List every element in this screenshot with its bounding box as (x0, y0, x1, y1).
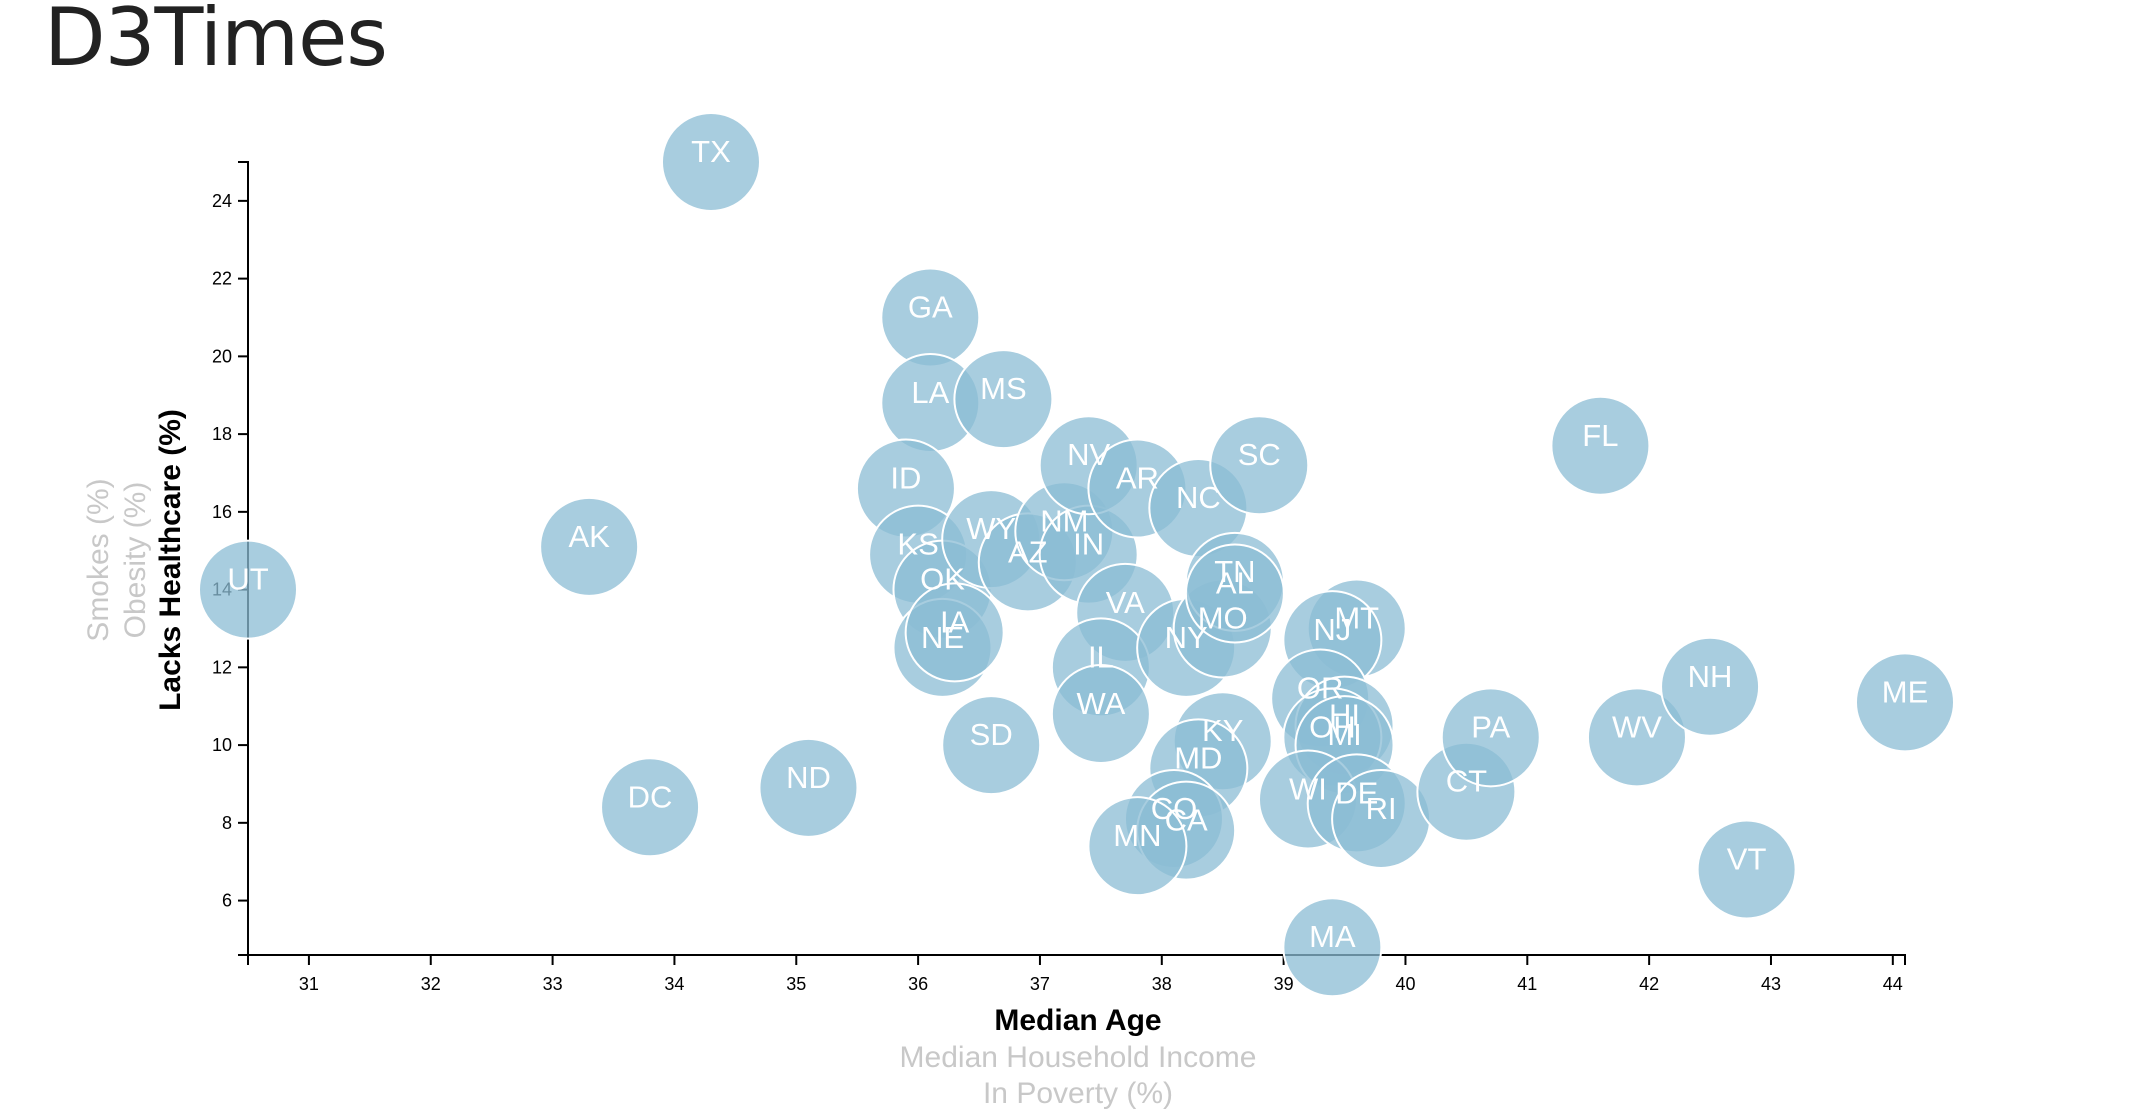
y-tick-label: 20 (212, 346, 232, 366)
y-tick-label: 22 (212, 269, 232, 289)
state-marker-ma[interactable] (1282, 897, 1383, 998)
x-axis-option-0[interactable]: Median Age (994, 1004, 1161, 1037)
state-marker-ri[interactable] (1331, 768, 1432, 869)
y-axis-option-1[interactable]: Obesity (%) (119, 482, 152, 639)
state-marker-ia[interactable] (904, 582, 1005, 683)
x-axis-line (247, 954, 1906, 965)
state-marker-mn[interactable] (1087, 796, 1188, 897)
x-tick-label: 31 (299, 974, 319, 994)
state-marker-sc[interactable] (1209, 415, 1310, 516)
x-tick-label: 42 (1639, 974, 1659, 994)
x-tick-label: 40 (1395, 974, 1415, 994)
state-marker-tx[interactable] (660, 112, 761, 212)
y-tick-label: 24 (212, 191, 232, 211)
state-marker-me[interactable] (1855, 652, 1955, 753)
state-marker-wv[interactable] (1586, 687, 1687, 788)
state-marker-pa[interactable] (1440, 687, 1541, 788)
x-tick-label: 39 (1274, 974, 1294, 994)
x-tick-label: 38 (1152, 974, 1172, 994)
state-marker-ut[interactable] (198, 539, 298, 640)
y-axis-option-2[interactable]: Smokes (%) (82, 478, 115, 641)
state-marker-dc[interactable] (600, 757, 701, 858)
state-marker-nd[interactable] (758, 737, 859, 838)
state-marker-nh[interactable] (1660, 636, 1761, 737)
x-tick-label: 34 (664, 974, 684, 994)
page-title: D3Times (44, 0, 388, 84)
state-marker-ak[interactable] (539, 496, 640, 597)
x-tick-label: 35 (786, 974, 806, 994)
x-tick-label: 37 (1030, 974, 1050, 994)
x-tick-label: 41 (1517, 974, 1537, 994)
y-tick-label: 16 (212, 502, 232, 522)
y-tick-label: 12 (212, 657, 232, 677)
state-marker-ms[interactable] (953, 349, 1054, 450)
x-tick-label: 44 (1883, 974, 1903, 994)
x-axis-option-2[interactable]: In Poverty (%) (983, 1077, 1173, 1109)
x-tick-label: 33 (543, 974, 563, 994)
x-tick-label: 36 (908, 974, 928, 994)
x-tick-label: 32 (421, 974, 441, 994)
y-tick-label: 8 (222, 813, 232, 833)
y-axis-option-0[interactable]: Lacks Healthcare (%) (154, 409, 187, 711)
y-tick-label: 18 (212, 424, 232, 444)
x-tick-label: 43 (1761, 974, 1781, 994)
y-tick-label: 10 (212, 735, 232, 755)
y-tick-label: 6 (222, 891, 232, 911)
state-marker-al[interactable] (1184, 543, 1285, 644)
state-marker-vt[interactable] (1696, 819, 1797, 920)
state-marker-sd[interactable] (941, 695, 1042, 796)
x-axis-option-1[interactable]: Median Household Income (900, 1041, 1257, 1074)
state-marker-fl[interactable] (1550, 395, 1651, 496)
state-marker-wa[interactable] (1050, 663, 1151, 764)
state-marker-ga[interactable] (880, 267, 981, 368)
